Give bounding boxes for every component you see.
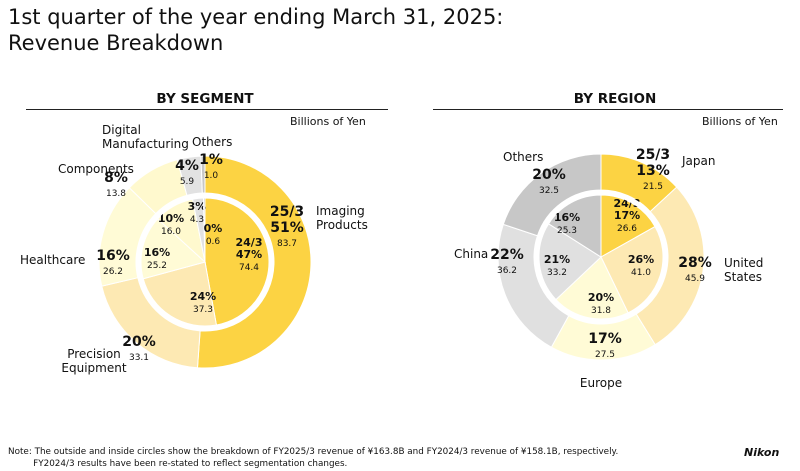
- segment-inner-imaging-products-value: 74.4: [239, 263, 259, 273]
- segment-inner-components-percent: 10%: [158, 212, 184, 225]
- segment-outer-digital-manufacturing-percent: 4%: [175, 158, 199, 174]
- page-title-line-2: Revenue Breakdown: [8, 31, 224, 55]
- region-outer-china-value: 36.2: [497, 266, 517, 276]
- footnote-line-1: Note: The outside and inside circles sho…: [8, 447, 619, 457]
- segment-inner-slice-imaging-products: [204, 197, 270, 326]
- segment-category-label-precision-equipment: Precision: [67, 347, 121, 361]
- segment-heading-rule: [26, 109, 388, 110]
- segment-outer-healthcare-percent: 16%: [96, 248, 130, 264]
- segment-category-label-components: Components: [58, 162, 134, 176]
- region-outer-united-states-value: 45.9: [685, 274, 705, 284]
- region-inner-europe-value: 31.8: [591, 306, 611, 316]
- segment-outer-imaging-products-fy-label: 25/3: [270, 204, 304, 220]
- nikon-logo: Nikon: [744, 446, 780, 459]
- segment-category-label-digital-manufacturing: Digital: [102, 123, 141, 137]
- region-outer-europe-percent: 17%: [588, 331, 622, 347]
- region-heading-rule: [433, 109, 783, 110]
- segment-outer-precision-equipment-value: 33.1: [129, 353, 149, 363]
- segment-units: Billions of Yen: [290, 115, 366, 128]
- region-outer-others-percent: 20%: [532, 167, 566, 183]
- segment-outer-imaging-products-percent: 51%: [270, 220, 304, 236]
- segment-category-label-imaging-products: Imaging: [316, 204, 365, 218]
- page-title: 1st quarter of the year ending March 31,…: [8, 4, 503, 56]
- segment-inner-imaging-products-percent: 47%: [236, 248, 262, 261]
- segment-category-label-precision-equipment: Equipment: [61, 361, 126, 375]
- region-category-label-japan: Japan: [681, 154, 715, 168]
- segment-outer-digital-manufacturing-value: 5.9: [180, 177, 195, 187]
- region-inner-united-states-percent: 26%: [628, 253, 654, 266]
- region-category-label-united-states: States: [724, 270, 762, 284]
- region-inner-others-value: 25.3: [557, 226, 577, 236]
- region-category-label-united-states: United: [724, 256, 763, 270]
- region-inner-japan-value: 26.6: [617, 224, 637, 234]
- region-inner-china-value: 33.2: [547, 268, 567, 278]
- region-inner-slice-china: [538, 223, 602, 301]
- region-inner-slice-europe: [555, 256, 629, 320]
- segment-ring-gap: [136, 193, 274, 331]
- segment-inner-precision-equipment-value: 37.3: [193, 305, 213, 315]
- footnote: Note: The outside and inside circles sho…: [8, 446, 618, 470]
- region-heading: BY REGION: [573, 91, 657, 107]
- region-outer-japan-fy-label: 25/3: [636, 147, 670, 163]
- segment-inner-digital-manufacturing-value: 4.3: [190, 215, 204, 225]
- region-outer-japan-percent: 13%: [636, 163, 670, 179]
- segment-outer-components-value: 13.8: [106, 189, 126, 199]
- region-inner-slice-others: [547, 194, 602, 258]
- region-units: Billions of Yen: [702, 115, 778, 128]
- region-category-label-others: Others: [503, 150, 543, 164]
- region-category-label-europe: Europe: [580, 376, 622, 390]
- region-inner-slice-united-states: [600, 225, 664, 314]
- segment-inner-components-value: 16.0: [161, 227, 181, 237]
- segment-outer-precision-equipment-percent: 20%: [122, 334, 156, 350]
- segment-heading: BY SEGMENT: [156, 91, 254, 107]
- segment-category-label-others: Others: [192, 135, 232, 149]
- segment-outer-healthcare-value: 26.2: [103, 267, 123, 277]
- segment-category-label-digital-manufacturing: Manufacturing: [102, 137, 189, 151]
- region-outer-japan-value: 21.5: [643, 182, 663, 192]
- segment-inner-others-value: 0.6: [206, 237, 221, 247]
- footnote-line-2: FY2024/3 results have been re-stated to …: [8, 459, 348, 469]
- segment-category-label-imaging-products: Products: [316, 218, 368, 232]
- segment-category-label-healthcare: Healthcare: [20, 253, 85, 267]
- segment-inner-others-percent: 0%: [204, 222, 223, 235]
- segment-inner-slice-healthcare: [140, 218, 207, 280]
- region-inner-japan-percent: 17%: [614, 209, 640, 222]
- region-category-label-china: China: [454, 247, 488, 261]
- region-inner-china-percent: 21%: [544, 253, 570, 266]
- region-outer-others-value: 32.5: [539, 186, 559, 196]
- region-outer-china-percent: 22%: [490, 247, 524, 263]
- segment-outer-imaging-products-value: 83.7: [277, 239, 297, 249]
- region-inner-slice-japan: [600, 194, 656, 258]
- page-title-line-1: 1st quarter of the year ending March 31,…: [8, 5, 504, 29]
- region-outer-united-states-percent: 28%: [678, 255, 712, 271]
- segment-outer-others-value: 1.0: [204, 171, 219, 181]
- segment-outer-others-percent: 1%: [199, 152, 223, 168]
- segment-outer-components-percent: 8%: [104, 170, 128, 186]
- segment-inner-healthcare-value: 25.2: [147, 261, 167, 271]
- segment-inner-digital-manufacturing-percent: 3%: [188, 200, 207, 213]
- region-inner-united-states-value: 41.0: [631, 268, 651, 278]
- segment-inner-precision-equipment-percent: 24%: [190, 290, 216, 303]
- region-ring-gap: [534, 190, 668, 324]
- region-outer-europe-value: 27.5: [595, 350, 615, 360]
- region-inner-others-percent: 16%: [554, 211, 580, 224]
- segment-inner-slice-precision-equipment: [142, 261, 217, 327]
- segment-inner-healthcare-percent: 16%: [144, 246, 170, 259]
- segment-inner-imaging-products-fy-label: 24/3: [236, 236, 263, 249]
- region-inner-europe-percent: 20%: [588, 291, 614, 304]
